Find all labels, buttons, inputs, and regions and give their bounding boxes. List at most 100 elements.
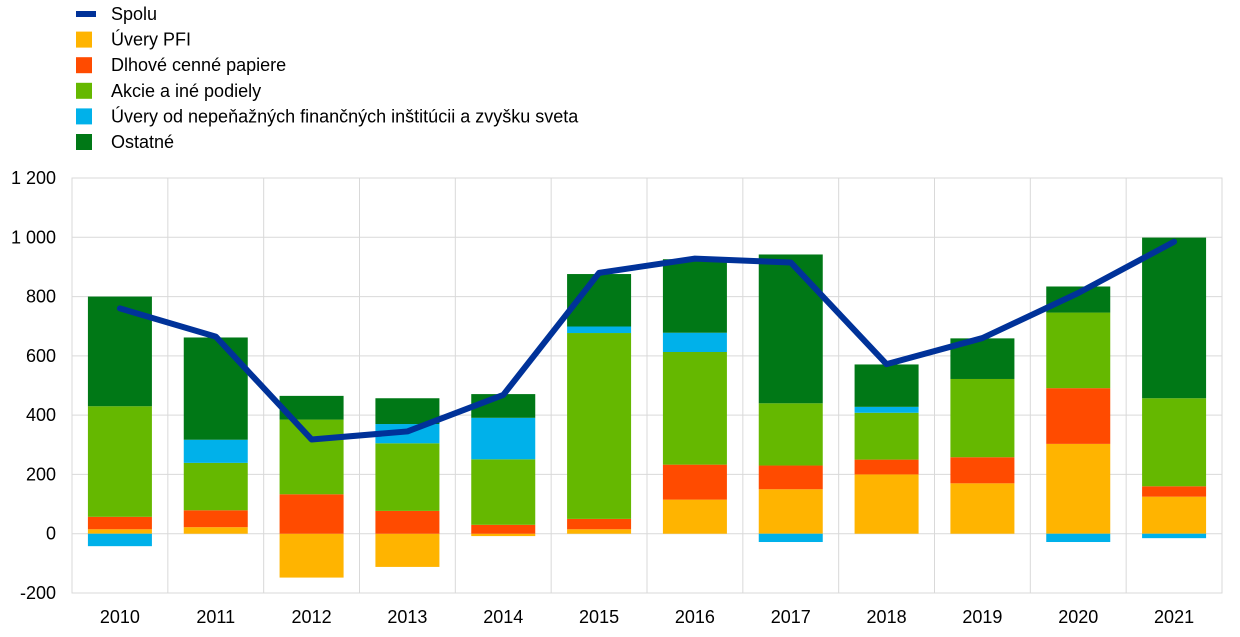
bar-segment: [1142, 398, 1207, 487]
bar-segment: [1046, 388, 1111, 444]
total-line-point: [1077, 292, 1079, 294]
bar-segment: [471, 417, 536, 460]
legend-label: Dlhové cenné papiere: [111, 55, 286, 75]
bar-segment: [471, 459, 536, 525]
total-line-point: [598, 272, 600, 274]
bar-segment: [375, 398, 440, 425]
total-line-point: [311, 438, 313, 440]
bar-segment: [758, 489, 823, 534]
bar-segment: [1142, 533, 1207, 539]
bar-segment: [1142, 486, 1207, 497]
legend-line-swatch: [76, 11, 96, 17]
bar-segment: [567, 529, 632, 534]
x-tick-label: 2017: [771, 607, 811, 627]
total-line-point: [406, 430, 408, 432]
bar-segment: [87, 406, 152, 517]
legend-label: Akcie a iné podiely: [111, 81, 261, 101]
bar-segment: [183, 337, 248, 440]
bar-segment: [854, 474, 919, 534]
bar-segment: [854, 459, 919, 475]
legend-label: Ostatné: [111, 132, 174, 152]
bar-segment: [1046, 533, 1111, 543]
bar-segment: [950, 483, 1015, 534]
bar-segment: [758, 533, 823, 543]
y-tick-label: -200: [20, 583, 56, 603]
bar-segment: [950, 378, 1015, 458]
x-tick-label: 2016: [675, 607, 715, 627]
legend-swatch: [76, 57, 92, 74]
bar-segment: [662, 352, 727, 465]
bar-segment: [662, 259, 727, 333]
y-tick-label: 1 200: [11, 168, 56, 188]
x-tick-label: 2013: [387, 607, 427, 627]
x-tick-label: 2018: [867, 607, 907, 627]
total-line: [116, 238, 1178, 443]
x-axis: 2010 2011 2012 2013 2014 2015 2016 2017 2018 2019…: [100, 607, 1194, 627]
legend-swatch: [76, 31, 92, 48]
bar-segment: [662, 332, 727, 353]
bar-segment: [87, 516, 152, 530]
bar-segment: [279, 494, 344, 534]
total-line-point: [215, 336, 217, 338]
bar-segment: [279, 419, 344, 495]
y-tick-label: 200: [26, 464, 56, 484]
bar-segment: [567, 333, 632, 519]
bar-segment: [854, 412, 919, 460]
bar-segment: [854, 364, 919, 407]
bar-segment: [662, 464, 727, 500]
total-line-point: [886, 363, 888, 365]
bar-segment: [854, 406, 919, 413]
y-tick-label: 0: [46, 524, 56, 544]
bar-segment: [1046, 312, 1111, 389]
bar-segment: [375, 533, 440, 567]
bar-segment: [758, 465, 823, 490]
bar-segment: [1046, 443, 1111, 534]
total-line-point: [502, 394, 504, 396]
x-tick-label: 2011: [196, 607, 235, 627]
bar-segment: [1142, 496, 1207, 534]
x-tick-label: 2012: [292, 607, 332, 627]
bar-segment: [567, 326, 632, 334]
legend-label: Úvery od nepeňažných finančných inštitúc…: [111, 105, 579, 126]
total-line-path: [116, 238, 1178, 443]
bar-segment: [87, 533, 152, 547]
bar-segment: [183, 527, 248, 534]
bar-segment: [375, 510, 440, 534]
y-tick-label: 600: [26, 346, 56, 366]
grid: [71, 177, 1223, 594]
bar-segment: [279, 395, 344, 420]
x-tick-label: 2021: [1154, 607, 1194, 627]
bar-segment: [1142, 237, 1207, 399]
total-line-point: [1173, 241, 1175, 243]
y-tick-label: 400: [26, 405, 56, 425]
bar-segment: [471, 533, 536, 537]
legend-label: Spolu: [111, 4, 157, 24]
bar-segment: [183, 439, 248, 463]
x-tick-label: 2014: [483, 607, 523, 627]
x-tick-label: 2010: [100, 607, 140, 627]
bar-segment: [567, 518, 632, 530]
bar-segment: [758, 403, 823, 466]
bar-segment: [87, 529, 152, 534]
y-tick-label: 1 000: [11, 227, 56, 247]
x-tick-label: 2020: [1058, 607, 1098, 627]
x-tick-label: 2019: [962, 607, 1002, 627]
total-line-point: [119, 307, 121, 309]
total-line-point: [694, 258, 696, 260]
bar-segment: [758, 254, 823, 404]
bar-segment: [183, 462, 248, 511]
legend: Spolu Úvery PFI Dlhové cenné papiere Akcie …: [76, 4, 579, 152]
legend-swatch: [76, 82, 92, 99]
bars: [87, 237, 1207, 578]
legend-swatch: [76, 108, 92, 125]
legend-label: Úvery PFI: [111, 29, 191, 50]
bar-segment: [183, 510, 248, 528]
bar-segment: [375, 443, 440, 511]
total-line-point: [981, 337, 983, 339]
legend-swatch: [76, 134, 92, 150]
bar-segment: [662, 499, 727, 534]
bar-segment: [279, 533, 344, 578]
total-line-point: [790, 261, 792, 263]
x-tick-label: 2015: [579, 607, 619, 627]
